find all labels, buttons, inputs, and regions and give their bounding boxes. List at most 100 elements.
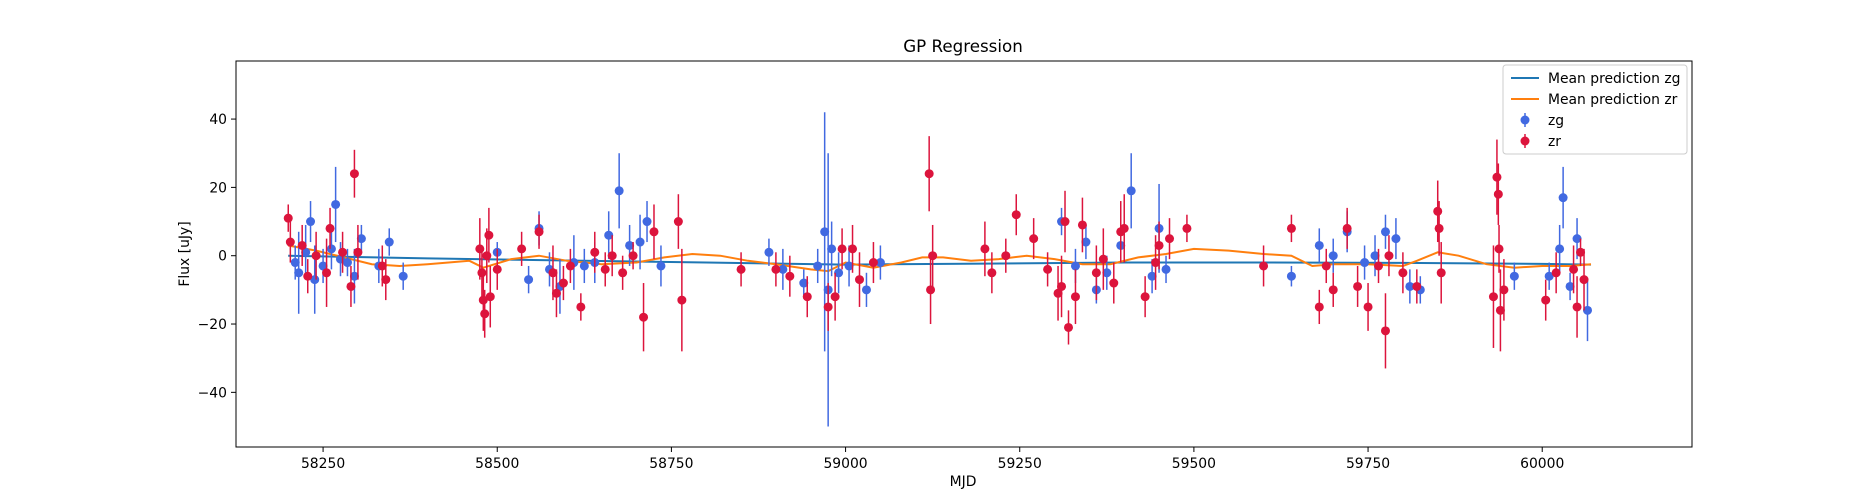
data-marker (1053, 288, 1063, 298)
data-point-zg (1544, 262, 1554, 290)
data-marker (1509, 271, 1519, 281)
data-marker (1544, 271, 1554, 281)
data-marker (377, 261, 387, 271)
data-point-zg (326, 228, 336, 270)
data-point-zg (579, 248, 589, 284)
data-point-zr (1314, 289, 1324, 325)
data-marker (1353, 281, 1363, 291)
data-marker (551, 288, 561, 298)
data-point-zr (349, 149, 359, 198)
data-marker (576, 302, 586, 312)
data-marker (558, 278, 568, 288)
data-marker (1433, 206, 1443, 216)
data-point-zr (297, 224, 307, 266)
data-marker (1102, 268, 1112, 278)
data-marker (820, 227, 830, 237)
data-marker (1398, 268, 1408, 278)
data-point-zr (607, 235, 617, 277)
y-tick-label: −40 (198, 385, 227, 401)
data-point-zr (628, 242, 638, 270)
data-point-zr (1569, 245, 1579, 294)
legend-swatch (1520, 136, 1530, 146)
data-marker (1070, 261, 1080, 271)
data-point-zr (551, 269, 561, 318)
data-marker (1043, 264, 1053, 274)
data-marker (1488, 292, 1498, 302)
data-marker (517, 244, 527, 254)
data-point-zr (1353, 265, 1363, 307)
data-marker (1165, 234, 1175, 244)
data-point-zg (1314, 228, 1324, 263)
data-point-zr (1576, 238, 1586, 266)
data-point-zr (785, 255, 795, 297)
data-marker (1360, 258, 1370, 268)
data-point-zr (478, 269, 488, 331)
data-marker (310, 275, 320, 285)
data-marker (1011, 210, 1021, 220)
x-tick-label: 58750 (649, 456, 693, 472)
data-marker (1405, 281, 1415, 291)
data-marker (1541, 295, 1551, 305)
data-point-zr (980, 221, 990, 277)
data-marker (1328, 285, 1338, 295)
data-marker (827, 244, 837, 254)
data-point-zg (820, 112, 830, 352)
data-marker (855, 275, 865, 285)
data-marker (565, 261, 575, 271)
data-marker (294, 268, 304, 278)
data-marker (614, 186, 624, 196)
data-point-zg (1286, 265, 1296, 287)
data-point-zg (635, 214, 645, 270)
data-point-zg (524, 265, 534, 294)
data-point-zr (1109, 262, 1119, 304)
data-marker (356, 234, 366, 244)
data-marker (656, 261, 666, 271)
data-marker (1342, 223, 1352, 233)
data-point-zg (875, 245, 885, 280)
data-marker (290, 258, 300, 268)
data-marker (1161, 264, 1171, 274)
data-point-zr (1070, 269, 1080, 325)
data-marker (813, 261, 823, 271)
axes: 58250 58500 58750 59000 59250 59500 59750 60000… (198, 60, 1693, 472)
data-point-zr (1286, 214, 1296, 243)
data-point-zr (283, 204, 293, 232)
data-marker (482, 251, 492, 261)
data-point-zg (799, 269, 809, 297)
legend-item-zr-line: Mean prediction zr (1511, 92, 1678, 108)
data-marker (802, 292, 812, 302)
data-point-zr (1342, 207, 1352, 249)
x-tick-label: 59500 (1172, 456, 1216, 472)
data-marker (338, 247, 348, 257)
data-point-zg (1081, 224, 1091, 260)
data-marker (353, 247, 363, 257)
data-marker (1070, 292, 1080, 302)
data-marker (325, 223, 335, 233)
data-point-zr (517, 231, 527, 266)
data-marker (980, 244, 990, 254)
legend-item-zg: zg (1520, 113, 1564, 129)
data-marker (1057, 281, 1067, 291)
data-point-zg (1565, 272, 1575, 301)
data-point-zg (398, 262, 408, 290)
data-marker (297, 240, 307, 250)
data-marker (1109, 278, 1119, 288)
data-point-zr (1494, 224, 1504, 273)
data-point-zg (1558, 166, 1568, 229)
data-marker (1374, 261, 1384, 271)
data-point-zr (492, 248, 502, 290)
data-point-zr (338, 231, 348, 273)
data-point-zr (1380, 293, 1390, 369)
legend-item-zg-line: Mean prediction zg (1511, 71, 1680, 87)
data-point-zg (844, 245, 854, 287)
data-point-zr (1579, 248, 1589, 311)
data-marker (799, 278, 809, 288)
data-marker (1370, 251, 1380, 261)
data-marker (607, 251, 617, 261)
data-point-zr (677, 248, 687, 352)
data-point-zr (353, 224, 363, 280)
data-marker (1434, 223, 1444, 233)
data-marker (1182, 223, 1192, 233)
data-marker (1558, 193, 1568, 203)
data-point-zr (303, 259, 313, 294)
